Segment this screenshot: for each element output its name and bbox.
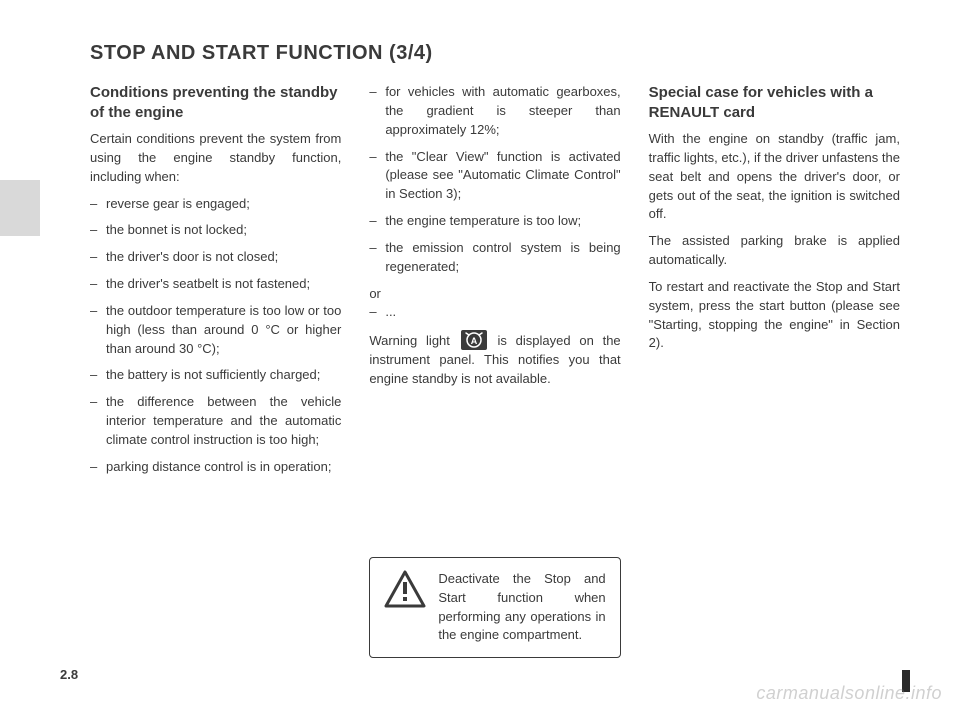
standby-warning-icon: A xyxy=(461,330,487,350)
col2-or: or xyxy=(369,285,620,304)
list-item: the difference between the vehicle inter… xyxy=(90,393,341,450)
page-number: 2.8 xyxy=(60,667,78,682)
col2-list: for vehicles with automatic gearboxes, t… xyxy=(369,83,620,277)
list-item: parking distance control is in operation… xyxy=(90,458,341,477)
list-item: ... xyxy=(369,303,620,322)
col3-p1: With the engine on standby (traffic jam,… xyxy=(649,130,900,224)
manual-page: STOP AND START FUNCTION (3/4) Conditions… xyxy=(0,0,960,710)
warning-callout: Deactivate the Stop and Start function w… xyxy=(369,557,620,658)
watermark-text: carmanualsonline.info xyxy=(756,683,942,704)
col2-ellipsis-list: ... xyxy=(369,303,620,322)
list-item: the emission control system is being reg… xyxy=(369,239,620,277)
section-tab xyxy=(0,180,40,236)
col2-warning-light-text: Warning light A is displayed on the inst… xyxy=(369,330,620,389)
page-title: STOP AND START FUNCTION (3/4) xyxy=(90,42,900,65)
list-item: the driver's door is not closed; xyxy=(90,248,341,267)
col1-intro: Certain conditions prevent the system fr… xyxy=(90,130,341,187)
warn-pre: Warning light xyxy=(369,333,458,348)
warning-triangle-icon xyxy=(384,570,426,614)
list-item: the driver's seatbelt is not fastened; xyxy=(90,275,341,294)
svg-text:A: A xyxy=(470,336,477,346)
list-item: the engine temperature is too low; xyxy=(369,212,620,231)
list-item: the "Clear View" function is activated (… xyxy=(369,148,620,205)
content-columns: Conditions preventing the standby of the… xyxy=(90,83,900,658)
column-2: for vehicles with automatic gearboxes, t… xyxy=(369,83,620,658)
list-item: the battery is not sufficiently charged; xyxy=(90,366,341,385)
col1-heading: Conditions preventing the standby of the… xyxy=(90,83,341,122)
column-1: Conditions preventing the standby of the… xyxy=(90,83,341,658)
list-item: the outdoor temperature is too low or to… xyxy=(90,302,341,359)
col1-list: reverse gear is engaged; the bonnet is n… xyxy=(90,195,341,477)
column-3: Special case for vehicles with a RENAULT… xyxy=(649,83,900,658)
title-main: STOP AND START FUNCTION xyxy=(90,42,383,64)
col3-heading: Special case for vehicles with a RENAULT… xyxy=(649,83,900,122)
warning-callout-text: Deactivate the Stop and Start function w… xyxy=(438,570,605,645)
col3-p2: The assisted parking brake is applied au… xyxy=(649,232,900,270)
title-page-indicator: (3/4) xyxy=(389,42,433,64)
list-item: for vehicles with automatic gearboxes, t… xyxy=(369,83,620,140)
list-item: reverse gear is engaged; xyxy=(90,195,341,214)
col3-p3: To restart and reactivate the Stop and S… xyxy=(649,278,900,353)
list-item: the bonnet is not locked; xyxy=(90,221,341,240)
